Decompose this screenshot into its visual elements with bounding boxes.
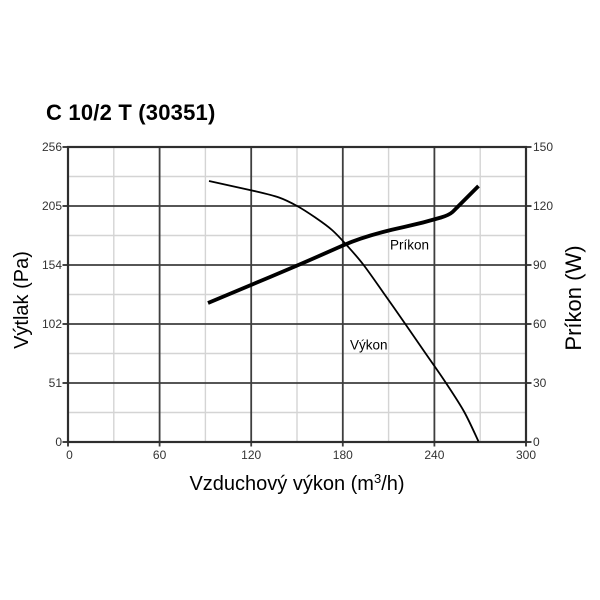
svg-text:60: 60 <box>153 448 167 462</box>
svg-text:0: 0 <box>55 435 62 449</box>
svg-text:60: 60 <box>533 317 547 331</box>
svg-text:0: 0 <box>533 435 540 449</box>
svg-text:Vzduchový výkon (m3/h): Vzduchový výkon (m3/h) <box>189 471 404 495</box>
svg-text:90: 90 <box>533 258 547 272</box>
svg-text:300: 300 <box>516 448 536 462</box>
svg-text:102: 102 <box>42 317 62 331</box>
svg-text:120: 120 <box>533 199 553 213</box>
svg-text:154: 154 <box>42 258 62 272</box>
svg-text:Príkon (W): Príkon (W) <box>561 245 586 350</box>
svg-text:0: 0 <box>66 448 73 462</box>
svg-text:Výtlak (Pa): Výtlak (Pa) <box>11 251 33 349</box>
svg-text:180: 180 <box>333 448 353 462</box>
svg-text:51: 51 <box>49 376 63 390</box>
svg-text:150: 150 <box>533 140 553 154</box>
svg-text:256: 256 <box>42 140 62 154</box>
svg-text:120: 120 <box>241 448 261 462</box>
svg-text:Výkon: Výkon <box>350 338 388 353</box>
svg-text:Príkon: Príkon <box>390 238 429 253</box>
svg-text:240: 240 <box>424 448 444 462</box>
svg-text:205: 205 <box>42 199 62 213</box>
svg-text:C 10/2 T (30351): C 10/2 T (30351) <box>46 100 216 125</box>
svg-text:30: 30 <box>533 376 547 390</box>
